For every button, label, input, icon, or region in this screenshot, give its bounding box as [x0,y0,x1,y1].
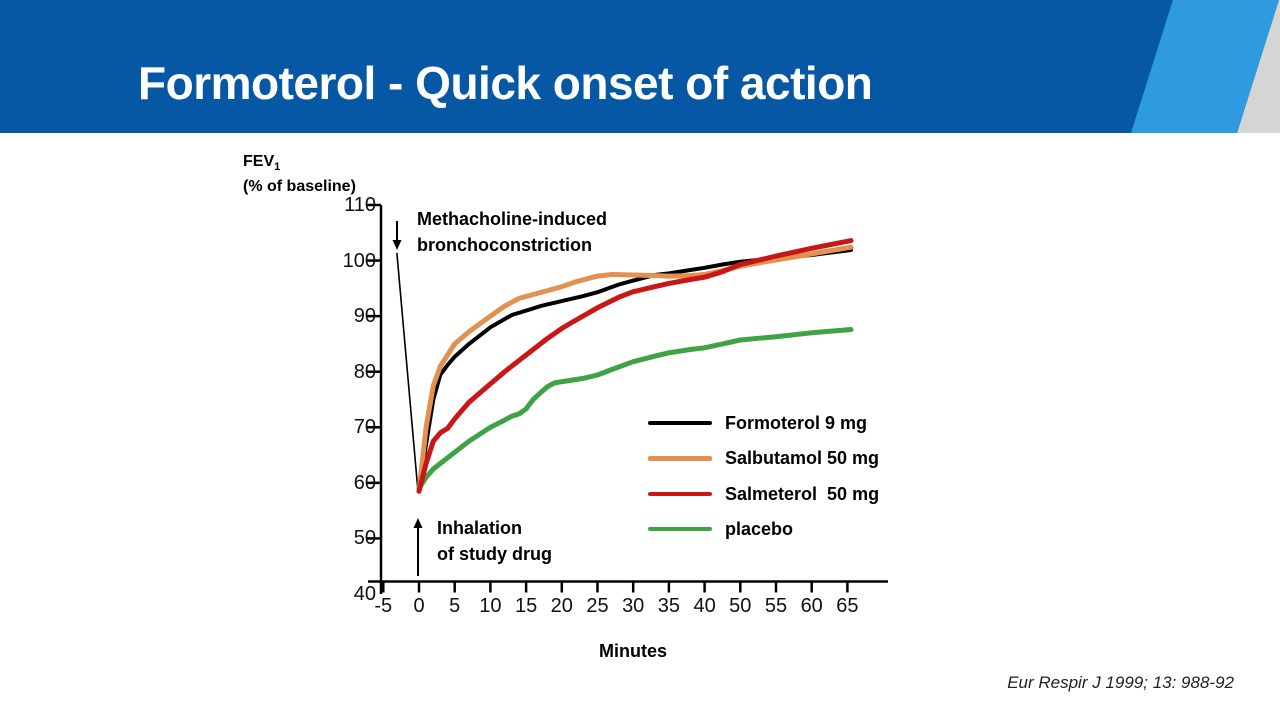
annotation-methacholine-line2: bronchoconstriction [417,234,592,255]
y-tick-label: 60 [353,471,376,494]
x-tick-label: 10 [479,595,502,617]
x-tick-label: 0 [413,595,425,617]
x-tick-label: 35 [657,595,681,617]
legend-line-swatch [648,456,712,461]
y-tick-label: 110 [344,194,376,216]
legend-row: Salmeterol 50 mg [648,485,879,503]
drop-line [396,252,419,491]
legend-label: Salmeterol 50 mg [725,483,880,504]
citation-text: Eur Respir J 1999; 13: 988-92 [1007,673,1234,692]
x-tick-label: 60 [800,595,823,617]
up-arrow-icon [413,518,423,528]
series-curve-formoterol [417,248,853,494]
header-banner: Formoterol - Quick onset of action [0,0,1280,133]
x-tick-label: 50 [729,595,752,617]
slide-title: Formoterol - Quick onset of action [138,57,873,109]
legend-line-swatch [648,491,712,497]
legend-label: Salbutamol 50 mg [725,448,880,469]
series-curve-salmeterol [416,238,854,494]
legend-label: placebo [725,519,794,540]
x-tick-label: 55 [764,595,788,617]
legend-row: placebo [648,520,793,538]
legend-row: Formoterol 9 mg [648,414,867,432]
annotation-methacholine-line1: Methacholine-induced [417,209,608,229]
annotation-inhalation: Inhalation of study drug [437,516,552,568]
y-tick-label: 40 [353,582,376,605]
x-tick-label: 65 [836,595,859,617]
y-tick-label: 80 [353,360,376,383]
y-axis-title-main: FEV [243,153,275,170]
annotation-inhalation-line1: Inhalation [437,518,522,538]
y-tick-label: 50 [353,527,376,550]
legend-row: Salbutamol 50 mg [648,449,879,467]
series-curve-placebo [416,327,854,491]
y-tick-label: 90 [353,305,376,328]
y-axis-title-units: (% of baseline) [243,177,356,195]
y-tick-label: 100 [342,249,376,272]
annotation-inhalation-line2: of study drug [437,543,552,564]
x-axis-title: Minutes [598,641,667,661]
down-arrow-icon [392,240,402,250]
y-axis-title-subscript: 1 [274,161,281,174]
x-tick-label: 5 [449,595,461,617]
x-tick-label: 40 [693,595,716,617]
y-tick-label: 70 [353,416,376,439]
legend-label: Formoterol 9 mg [725,413,868,433]
x-tick-label: -5 [374,595,393,617]
annotation-methacholine: Methacholine-induced bronchoconstriction [417,207,607,259]
x-tick-label: 25 [586,595,609,617]
x-tick-label: 20 [550,595,573,617]
legend-line-swatch [648,421,712,425]
x-tick-label: 15 [514,595,538,617]
legend-line-swatch [648,526,712,532]
x-tick-label: 30 [622,595,645,617]
y-axis-title: FEV1 (% of baseline) [243,151,356,198]
